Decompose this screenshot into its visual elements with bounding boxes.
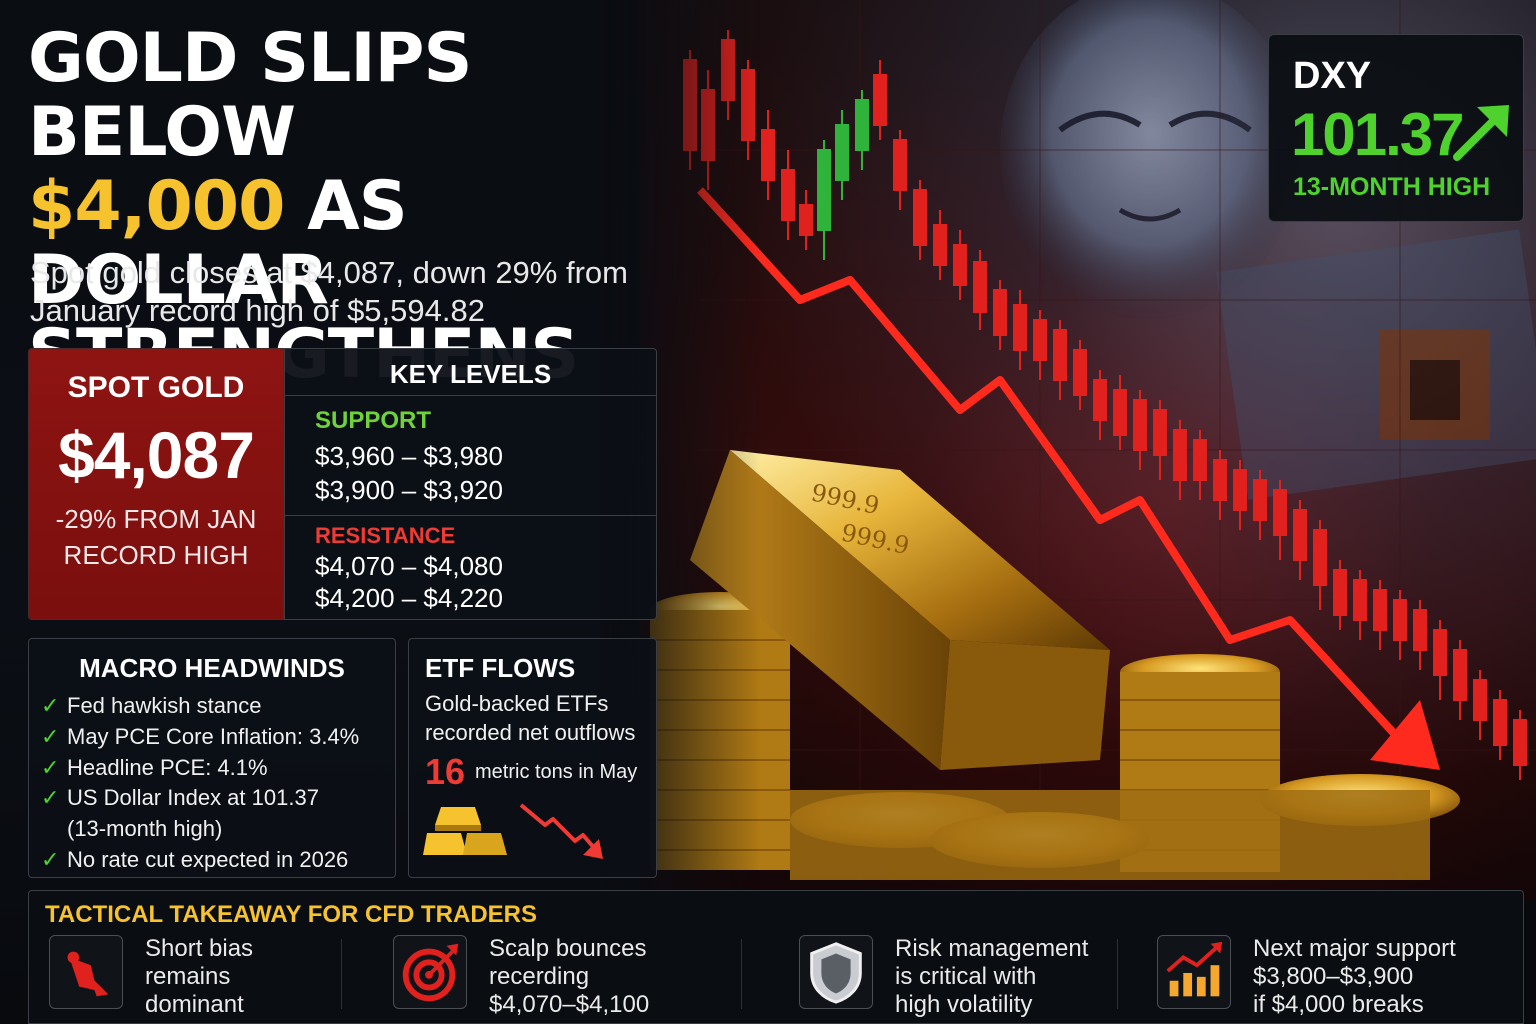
list-item: ✓ No rate cut expected in 2026 xyxy=(41,845,359,876)
check-icon: ✓ xyxy=(41,846,60,872)
takeaway-text: Short bias remains dominant xyxy=(145,935,254,1018)
banknote-portrait xyxy=(1000,0,1536,500)
resistance-label: RESISTANCE xyxy=(315,523,456,548)
dxy-box: DXY 101.37 13-MONTH HIGH xyxy=(1268,34,1524,222)
spot-gold-note: -29% FROM JAN RECORD HIGH xyxy=(29,501,283,573)
divider xyxy=(1117,939,1118,1009)
check-icon: ✓ xyxy=(41,723,60,749)
check-icon: ✓ xyxy=(41,693,60,718)
dxy-value: 101.37 xyxy=(1291,101,1465,168)
spot-gold-note-line2: RECORD HIGH xyxy=(63,540,249,570)
candlesticks xyxy=(683,30,1527,780)
chart-up-icon xyxy=(1157,935,1231,1009)
list-item: ✓ US Dollar Index at 101.37 xyxy=(41,783,359,814)
arrow-up-icon xyxy=(1453,105,1509,161)
spot-gold-value: $4,087 xyxy=(58,418,255,492)
divider xyxy=(741,939,742,1009)
divider xyxy=(341,939,342,1009)
etf-text: Gold-backed ETFs recorded net outflows xyxy=(425,691,636,745)
etf-unit: metric tons in May xyxy=(475,761,638,783)
check-icon: ✓ xyxy=(41,785,60,811)
key-levels-panel: KEY LEVELS SUPPORT $3,960 – $3,980 $3,90… xyxy=(284,348,657,620)
target-icon xyxy=(393,935,467,1009)
dxy-note: 13-MONTH HIGH xyxy=(1293,173,1491,201)
bear-down-icon xyxy=(49,935,123,1009)
spot-gold-title: SPOT GOLD xyxy=(67,371,245,404)
takeaway-text: Risk management is critical with high vo… xyxy=(895,935,1089,1018)
support-level: $3,960 – $3,980 xyxy=(315,441,503,471)
resistance-level: $4,200 – $4,220 xyxy=(315,583,503,613)
list-item: ✓ May PCE Core Inflation: 3.4% xyxy=(41,722,359,753)
support-label: SUPPORT xyxy=(315,407,432,434)
macro-list: ✓ Fed hawkish stance ✓ May PCE Core Inflat… xyxy=(41,691,359,876)
headline-line1: GOLD SLIPS BELOW xyxy=(28,19,472,172)
divider xyxy=(285,515,656,516)
spot-gold-panel: SPOT GOLD $4,087 -29% FROM JAN RECORD HI… xyxy=(28,348,284,620)
gold-bars-icon xyxy=(423,807,507,855)
subheadline: Spot gold closes at $4,087, down 29% fro… xyxy=(30,255,628,328)
divider xyxy=(285,395,656,396)
support-level: $3,900 – $3,920 xyxy=(315,475,503,505)
takeaway-text: Scalp bounces recerding $4,070–$4,100 xyxy=(489,935,650,1018)
spot-gold-note-line1: -29% FROM JAN xyxy=(55,504,257,534)
list-item-continuation: (13-month high) xyxy=(67,816,223,842)
arrow-down-icon xyxy=(519,803,603,859)
gold-coins xyxy=(650,592,1460,880)
list-item: ✓ Headline PCE: 4.1% xyxy=(41,753,359,784)
shield-icon xyxy=(799,935,873,1009)
tactical-title: TACTICAL TAKEAWAY FOR CFD TRADERS xyxy=(45,901,538,928)
key-levels-title: KEY LEVELS xyxy=(389,359,552,389)
list-item: ✓ Fed hawkish stance xyxy=(41,691,359,722)
etf-title: ETF FLOWS xyxy=(425,653,576,683)
tactical-takeaway-panel: TACTICAL TAKEAWAY FOR CFD TRADERS Short … xyxy=(28,890,1524,1024)
downtrend-arrow xyxy=(697,187,1440,770)
resistance-level: $4,070 – $4,080 xyxy=(315,551,503,581)
headline-line2: AS DOLLAR xyxy=(28,167,408,320)
etf-number: 16 xyxy=(425,751,466,792)
headline: GOLD SLIPS BELOW $4,000 AS DOLLAR STRENG… xyxy=(28,22,688,392)
headline-price: $4,000 xyxy=(28,167,285,246)
takeaway-text: Next major support $3,800–$3,900 if $4,0… xyxy=(1253,935,1456,1018)
dxy-label: DXY xyxy=(1293,55,1372,97)
etf-flows-panel: ETF FLOWS Gold-backed ETFs recorded net … xyxy=(408,638,657,878)
macro-headwinds-panel: MACRO HEADWINDS ✓ Fed hawkish stance ✓ May… xyxy=(28,638,396,878)
check-icon: ✓ xyxy=(41,754,60,780)
macro-title: MACRO HEADWINDS xyxy=(79,653,345,683)
